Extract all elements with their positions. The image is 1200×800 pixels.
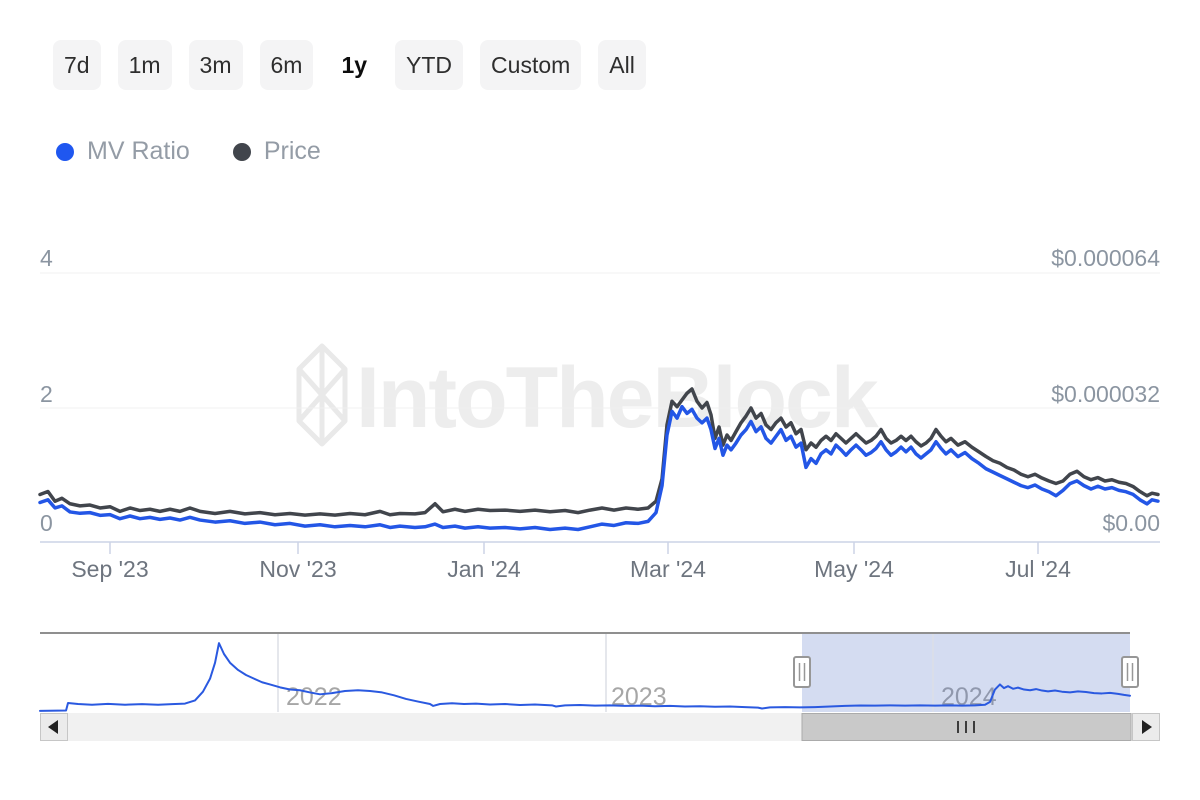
navigator-selected-range[interactable]	[802, 634, 1130, 712]
range-button-all[interactable]: All	[598, 40, 646, 90]
range-button-3m[interactable]: 3m	[188, 40, 243, 90]
price-dot-icon	[232, 142, 251, 161]
x-tick-may24: May '24	[814, 556, 894, 582]
x-tick-mar24: Mar '24	[630, 556, 706, 582]
range-button-6m[interactable]: 6m	[259, 40, 314, 90]
mv-ratio-line	[38, 404, 1160, 532]
right-axis-tick-zero: $0.00	[1102, 510, 1160, 536]
range-button-custom[interactable]: Custom	[480, 40, 582, 90]
left-axis-tick-0: 0	[40, 510, 53, 536]
right-axis-tick-mid: $0.000032	[1051, 381, 1160, 407]
legend-label-price: Price	[263, 137, 321, 165]
chart-legend: MV Ratio Price	[56, 137, 321, 166]
navigator-year-2022: 2022	[286, 683, 342, 711]
left-axis-tick-2: 2	[40, 381, 53, 407]
watermark-text: IntoTheBlock	[356, 346, 879, 450]
x-tick-jan24: Jan '24	[447, 556, 521, 582]
intotheblock-logo-icon	[296, 343, 348, 452]
range-selector: 7d 1m 3m 6m 1y YTD Custom All	[53, 40, 646, 90]
x-tick-jul24: Jul '24	[1005, 556, 1071, 582]
legend-item-price[interactable]: Price	[232, 137, 321, 166]
x-tick-sep23: Sep '23	[71, 556, 149, 582]
legend-label-mv-ratio: MV Ratio	[87, 137, 190, 165]
x-tick-nov23: Nov '23	[259, 556, 337, 582]
right-axis-tick-top: $0.000064	[1051, 245, 1160, 271]
range-button-ytd[interactable]: YTD	[395, 40, 464, 90]
range-button-1m[interactable]: 1m	[117, 40, 172, 90]
range-button-7d[interactable]: 7d	[53, 40, 101, 90]
scrollbar-left-arrow-icon	[48, 720, 58, 734]
range-button-1y[interactable]: 1y	[330, 40, 379, 90]
navigator-right-handle[interactable]	[1121, 656, 1139, 688]
main-plot-area[interactable]	[40, 230, 1160, 543]
navigator-left-handle[interactable]	[793, 656, 811, 688]
scrollbar-right-arrow-icon	[1142, 720, 1152, 734]
price-line	[38, 387, 1160, 517]
legend-item-mv-ratio[interactable]: MV Ratio	[56, 137, 190, 166]
mv-ratio-dot-icon	[56, 142, 74, 161]
left-axis-tick-4: 4	[40, 245, 53, 271]
navigator-mv-ratio-line	[39, 642, 1131, 712]
watermark: IntoTheBlock	[296, 343, 879, 452]
